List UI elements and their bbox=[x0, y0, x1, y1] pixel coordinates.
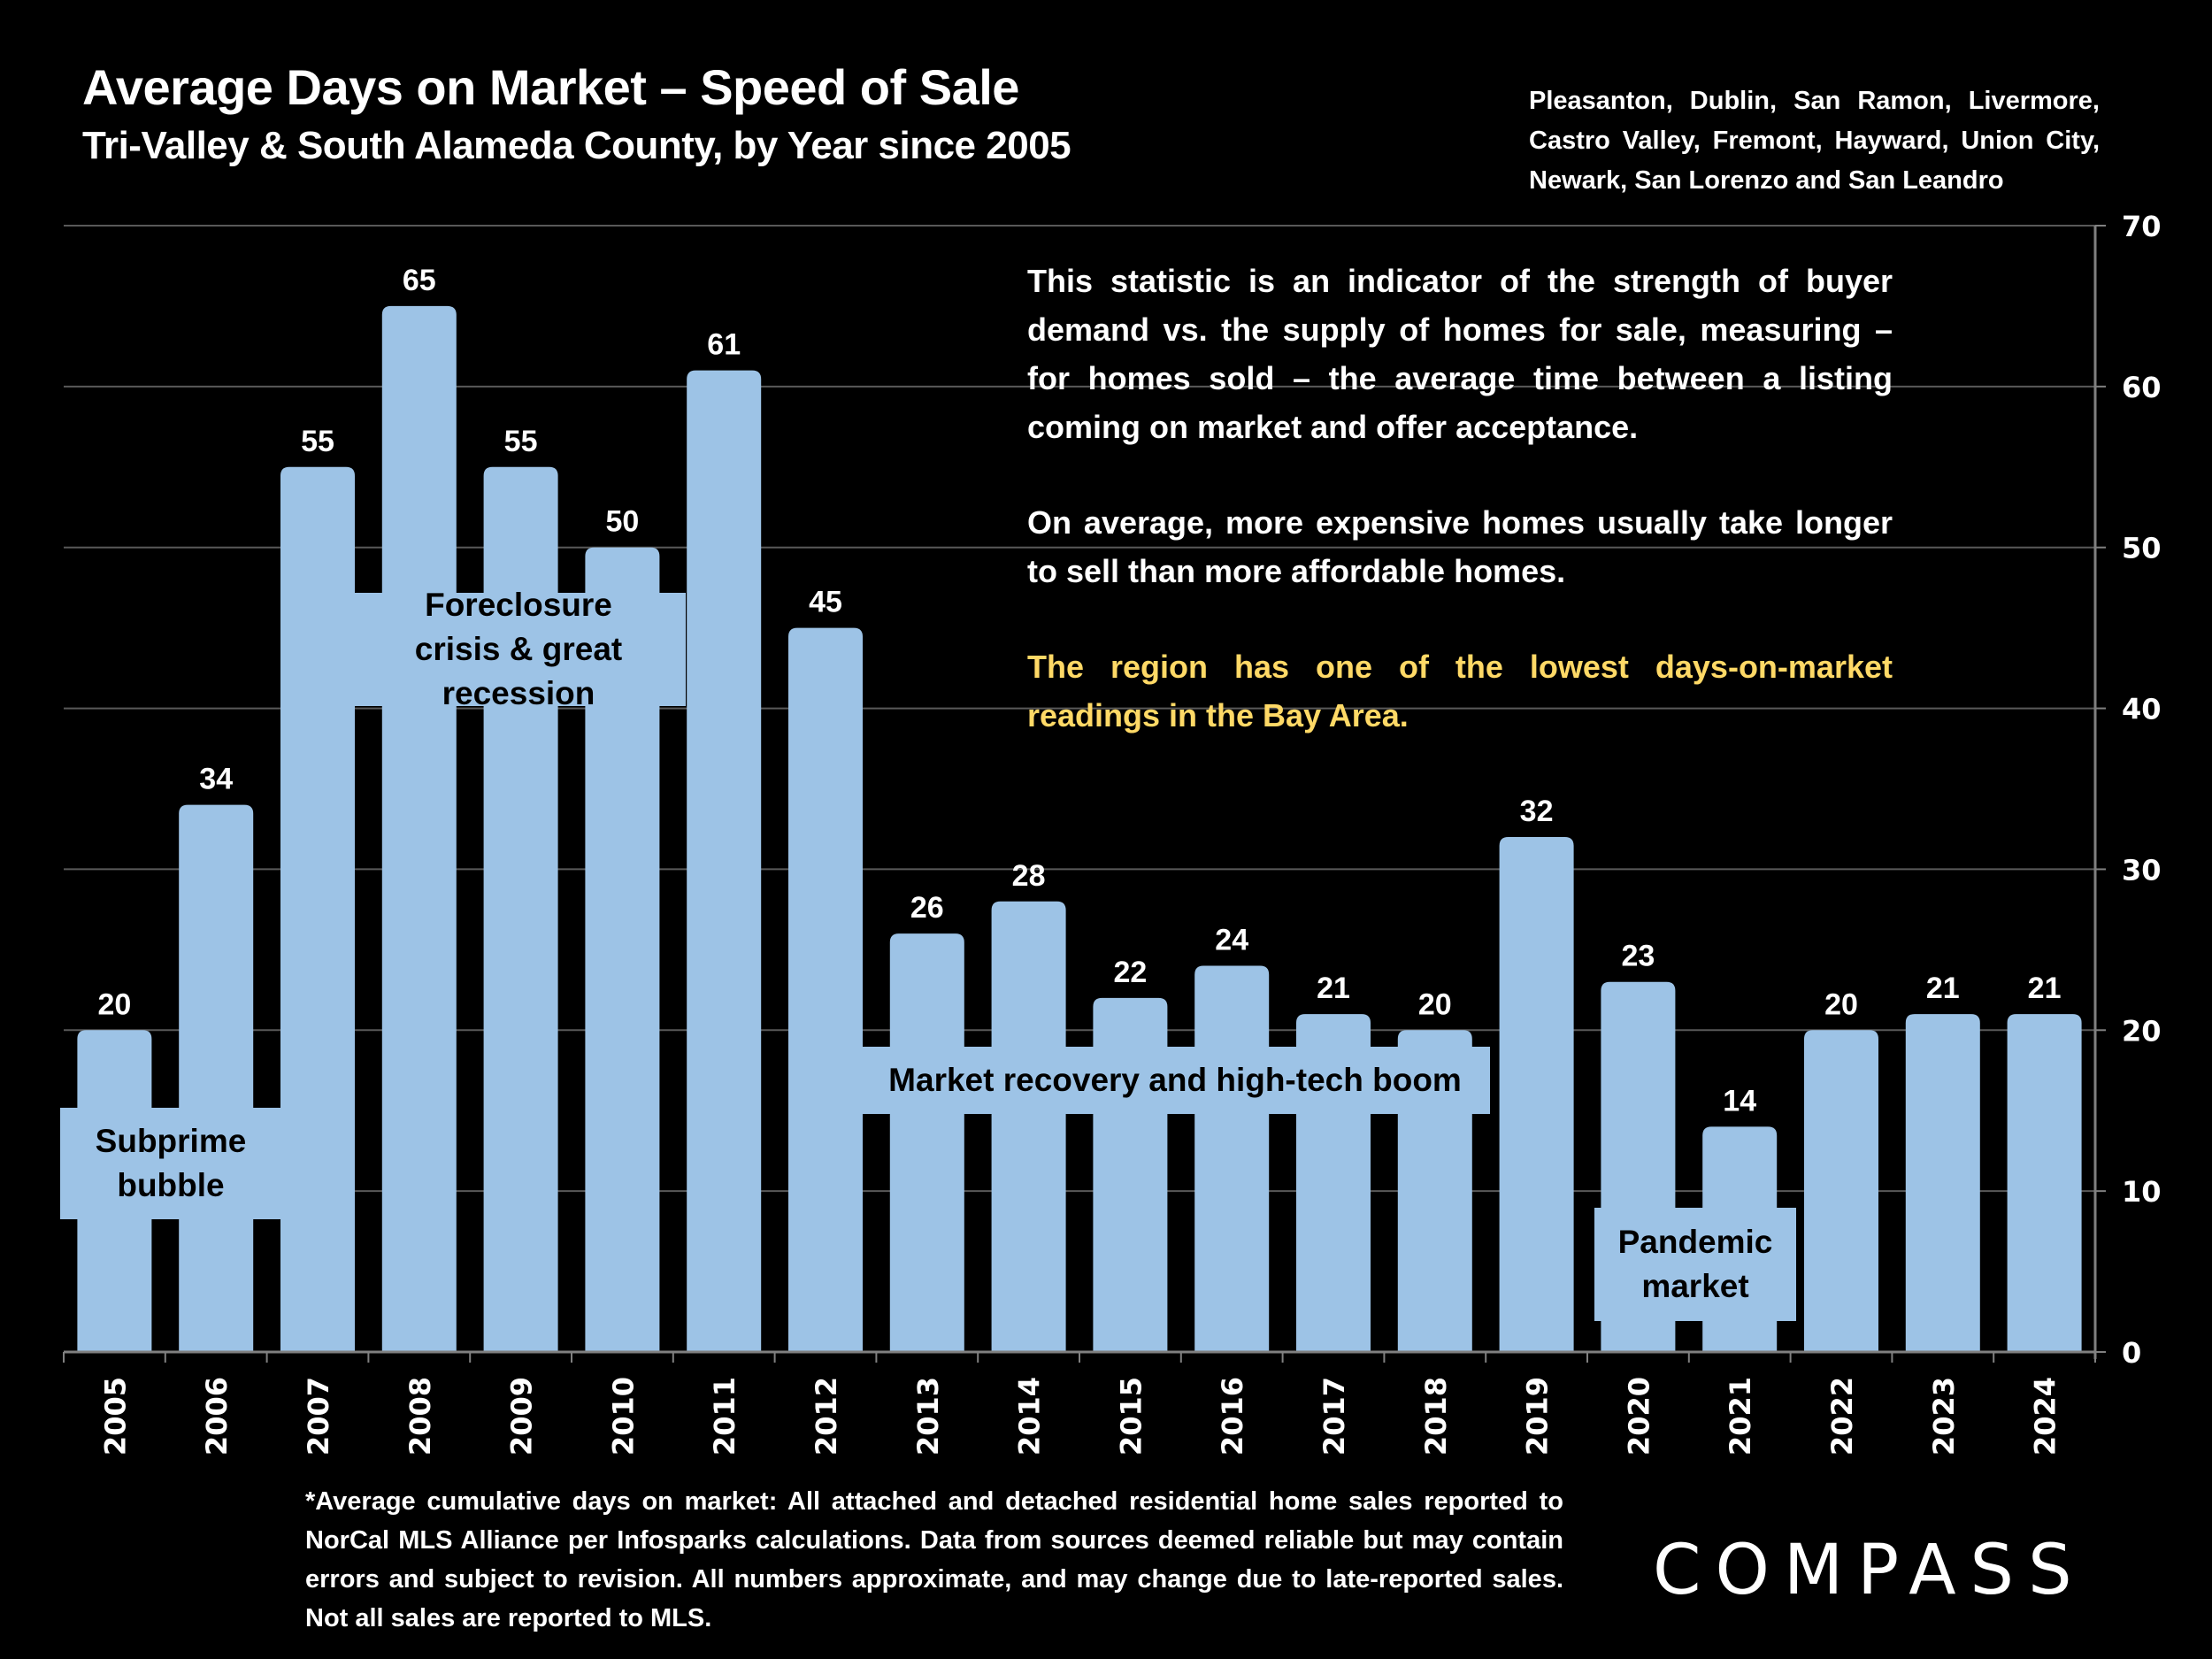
explanation-paragraph-1: This statistic is an indicator of the st… bbox=[1027, 263, 1893, 445]
x-tick-label: 2020 bbox=[1622, 1377, 1655, 1455]
x-tick-label: 2007 bbox=[302, 1377, 335, 1455]
bar-2023 bbox=[1905, 1014, 1980, 1352]
y-tick-label: 0 bbox=[2122, 1336, 2141, 1370]
data-label: 20 bbox=[1824, 987, 1858, 1021]
x-tick-label: 2024 bbox=[2029, 1377, 2062, 1455]
data-label: 65 bbox=[403, 264, 436, 297]
x-tick-label: 2017 bbox=[1317, 1377, 1351, 1455]
bar-2014 bbox=[991, 901, 1066, 1352]
bar-2022 bbox=[1804, 1030, 1878, 1352]
bar-2007 bbox=[280, 466, 355, 1352]
x-tick-label: 2021 bbox=[1724, 1377, 1757, 1455]
data-label: 55 bbox=[301, 425, 334, 458]
region-note: Pleasanton, Dublin, San Ramon, Livermore… bbox=[1529, 87, 2100, 195]
data-label: 32 bbox=[1520, 795, 1554, 828]
x-tick-label: 2012 bbox=[810, 1377, 843, 1455]
x-tick-label: 2015 bbox=[1114, 1377, 1148, 1455]
y-axis: 0 10 20 30 40 50 60 70 bbox=[2093, 210, 2162, 1370]
bar-2010 bbox=[585, 547, 660, 1352]
bar-2011 bbox=[687, 370, 762, 1353]
data-label: 21 bbox=[2028, 972, 2062, 1005]
bar-2012 bbox=[788, 627, 863, 1352]
y-tick-label: 30 bbox=[2122, 853, 2162, 887]
x-tick-label: 2005 bbox=[98, 1377, 132, 1455]
bar-2016 bbox=[1194, 965, 1270, 1352]
x-tick-label: 2011 bbox=[708, 1377, 741, 1455]
x-tick-label: 2019 bbox=[1521, 1377, 1555, 1455]
annotation-subprime: Subprime bubble bbox=[60, 1108, 281, 1219]
data-label: 22 bbox=[1113, 956, 1147, 989]
data-label: 34 bbox=[199, 763, 233, 796]
data-label: 55 bbox=[504, 425, 538, 458]
annotation-foreclosure: Foreclosure crisis & great recession bbox=[351, 587, 686, 711]
x-tick-label: 2022 bbox=[1825, 1377, 1859, 1455]
data-label: 50 bbox=[605, 505, 639, 539]
x-tick-label: 2014 bbox=[1013, 1377, 1047, 1455]
y-tick-label: 60 bbox=[2122, 371, 2162, 404]
explanation-highlight: The region has one of the lowest days-on… bbox=[1027, 649, 1893, 733]
data-label: 14 bbox=[1723, 1084, 1756, 1118]
x-tick-label: 2006 bbox=[200, 1377, 234, 1455]
x-tick-label: 2023 bbox=[1927, 1377, 1961, 1455]
data-label: 24 bbox=[1215, 924, 1248, 957]
x-tick-label: 2010 bbox=[606, 1377, 640, 1455]
data-label: 26 bbox=[910, 891, 944, 925]
x-tick-label: 2008 bbox=[403, 1377, 437, 1455]
bar-2006 bbox=[179, 804, 254, 1352]
data-label: 45 bbox=[809, 586, 842, 619]
explanation-text: This statistic is an indicator of the st… bbox=[1027, 257, 1893, 787]
data-label: 21 bbox=[1317, 972, 1350, 1005]
x-tick-label: 2009 bbox=[505, 1377, 539, 1455]
explanation-paragraph-2: On average, more expensive homes usually… bbox=[1027, 504, 1893, 589]
y-tick-label: 20 bbox=[2122, 1014, 2162, 1048]
data-label: 61 bbox=[707, 328, 741, 362]
bar-2013 bbox=[889, 933, 964, 1352]
data-label: 23 bbox=[1621, 940, 1655, 973]
bar-2019 bbox=[1499, 837, 1574, 1352]
x-tick-label: 2013 bbox=[911, 1377, 945, 1455]
x-tick-label: 2016 bbox=[1216, 1377, 1249, 1455]
chart-title: Average Days on Market – Speed of Sale bbox=[82, 59, 1019, 115]
annotation-recovery: Market recovery and high-tech boom bbox=[860, 1047, 1490, 1114]
y-tick-label: 40 bbox=[2122, 693, 2162, 726]
annotation-pandemic: Pandemic market bbox=[1594, 1208, 1796, 1321]
compass-logo: COMPASS bbox=[1653, 1531, 2086, 1610]
x-tick-label: 2018 bbox=[1419, 1377, 1453, 1455]
y-tick-label: 70 bbox=[2122, 210, 2162, 243]
y-tick-label: 10 bbox=[2122, 1175, 2162, 1209]
x-axis: 2005 2006 2007 2008 2009 2010 2011 2012 2013 2014… bbox=[63, 1350, 2096, 1455]
data-labels: 20 34 55 65 55 50 61 45 26 28 22 24 21 20 32 23 14 20 21 21 bbox=[97, 264, 2061, 1118]
data-label: 21 bbox=[1926, 972, 1960, 1005]
bar-2008 bbox=[381, 305, 457, 1352]
footnote: *Average cumulative days on market: All … bbox=[305, 1487, 1563, 1632]
y-tick-label: 50 bbox=[2122, 532, 2162, 565]
data-label: 20 bbox=[97, 987, 131, 1021]
data-label: 28 bbox=[1012, 859, 1046, 893]
data-label: 20 bbox=[1418, 987, 1452, 1021]
bar-2024 bbox=[2007, 1014, 2082, 1352]
chart-subtitle: Tri-Valley & South Alameda County, by Ye… bbox=[82, 124, 1071, 167]
